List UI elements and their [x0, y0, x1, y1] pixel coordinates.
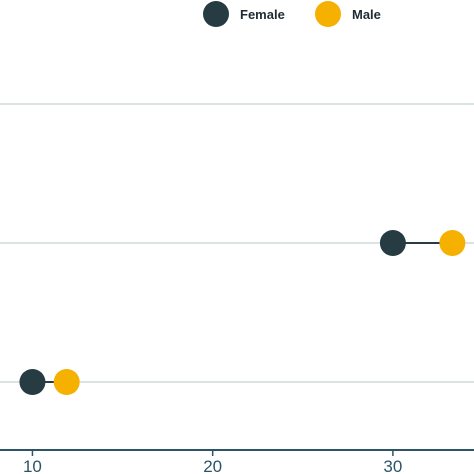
legend-male-label: Male: [352, 7, 381, 22]
x-tick-label: 20: [203, 457, 222, 474]
legend: Female Male: [203, 1, 381, 27]
legend-male-marker: [315, 1, 341, 27]
male-point-row-3: [53, 369, 80, 395]
x-tick-label: 10: [23, 457, 42, 474]
legend-female-marker: [203, 1, 229, 27]
female-point-row-3: [19, 369, 46, 395]
female-point-row-2: [379, 230, 406, 256]
male-point-row-2: [439, 230, 466, 256]
x-axis-ticks: 10 20 30: [23, 450, 402, 474]
connectors: [32, 242, 453, 383]
legend-female-label: Female: [240, 7, 285, 22]
x-tick-label: 30: [383, 457, 402, 474]
data-points: [19, 230, 466, 395]
